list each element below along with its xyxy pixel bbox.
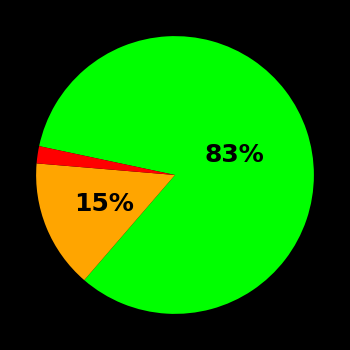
Wedge shape [39,36,314,314]
Text: 83%: 83% [204,143,264,167]
Text: 15%: 15% [74,192,134,216]
Wedge shape [36,163,175,280]
Wedge shape [37,146,175,175]
